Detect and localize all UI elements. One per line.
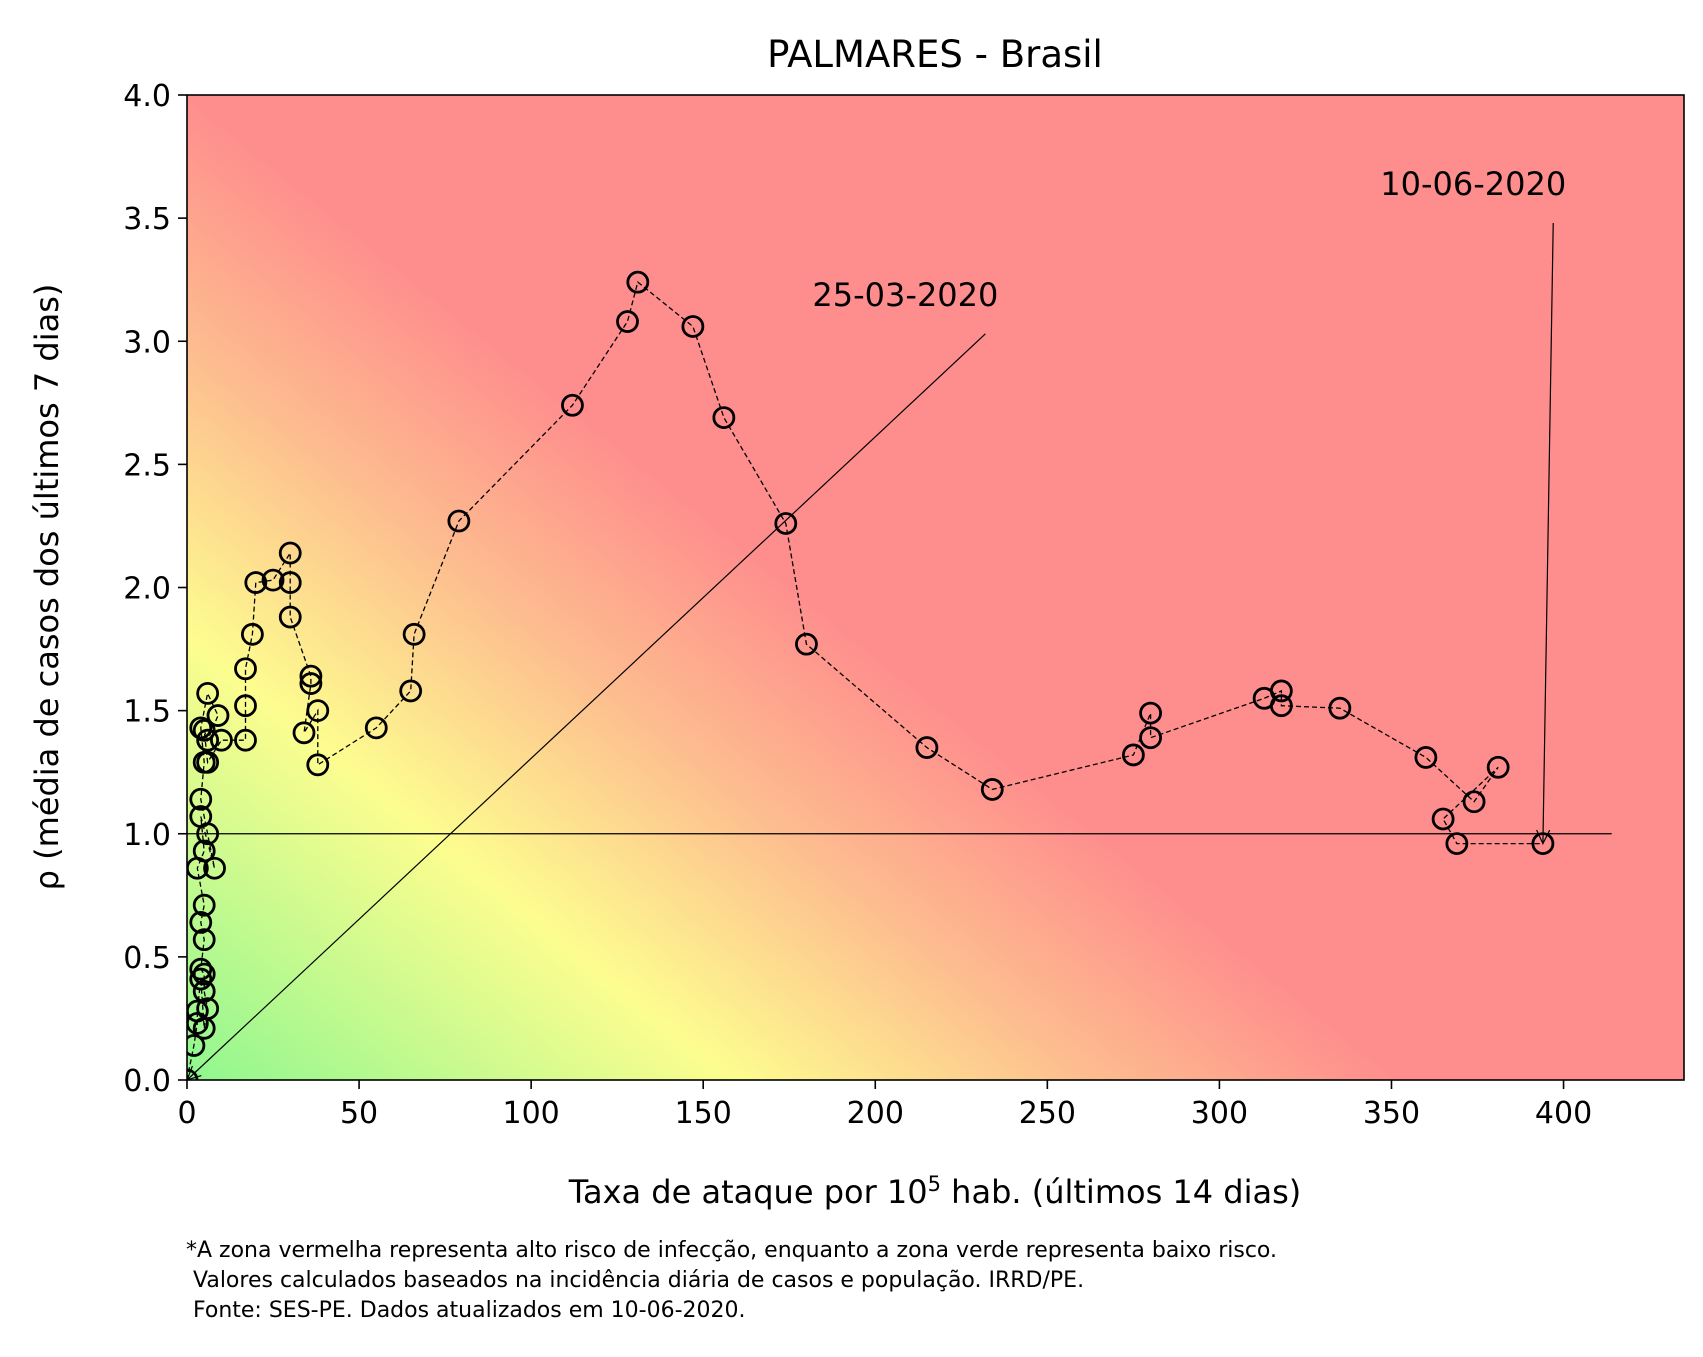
x-axis-label-rest: hab. (últimos 14 dias) (941, 1173, 1301, 1211)
data-point (1445, 832, 1469, 855)
plot-layer (187, 270, 1612, 1080)
y-tick-label: 0.5 (123, 941, 171, 976)
data-point (192, 718, 216, 742)
x-tick-label: 0 (177, 1096, 196, 1131)
annotation-arrow (1542, 223, 1554, 844)
data-point (234, 657, 257, 681)
data-point (681, 315, 705, 338)
y-tick-label: 2.5 (123, 448, 171, 483)
data-point (1121, 743, 1145, 767)
data-point (192, 839, 216, 863)
data-point (189, 716, 213, 740)
y-tick-label: 1.5 (123, 695, 171, 730)
data-point (402, 622, 426, 646)
data-point (196, 997, 220, 1020)
footnote: *A zona vermelha representa alto risco d… (186, 1236, 1277, 1326)
data-point (244, 571, 268, 594)
x-tick-label: 250 (1019, 1096, 1076, 1131)
data-point (299, 664, 323, 688)
data-point (196, 681, 220, 705)
y-tick-label: 3.0 (123, 325, 171, 360)
y-tick-label: 0.0 (123, 1064, 171, 1099)
plot-background (187, 95, 1684, 1080)
x-axis-label-base: Taxa de ataque por 10 (568, 1173, 928, 1211)
x-tick-label: 300 (1191, 1096, 1248, 1131)
y-axis-ticks: 0.0 0.5 1.0 1.5 2.0 2.5 3.0 3.5 4.0 (123, 79, 187, 1099)
annotation-label: 25-03-2020 (812, 276, 998, 314)
annotation-arrow (186, 333, 986, 1081)
footnote-line-3: Fonte: SES-PE. Dados atualizados em 10-0… (186, 1298, 746, 1323)
data-point (1139, 701, 1162, 725)
data-point (616, 310, 639, 333)
data-point (210, 728, 233, 752)
data-point (915, 736, 939, 759)
data-point (1139, 726, 1162, 750)
annotation-label: 10-06-2020 (1380, 165, 1566, 203)
data-point (187, 1034, 206, 1057)
y-tick-label: 2.0 (123, 572, 171, 607)
data-point (1462, 790, 1486, 814)
annotation-layer: 25-03-2020 10-06-2020 (185, 165, 1566, 1081)
data-point (192, 928, 216, 952)
data-point (306, 699, 330, 723)
data-point (1431, 807, 1455, 831)
data-point (240, 622, 264, 646)
data-point (1269, 679, 1293, 703)
data-point (299, 672, 323, 695)
x-axis-label: Taxa de ataque por 105 hab. (últimos 14 … (568, 1172, 1302, 1211)
data-point (196, 822, 220, 846)
x-axis-ticks: 0 50 100 150 200 250 300 350 400 (177, 1080, 1592, 1131)
data-point (189, 911, 213, 934)
data-point (206, 704, 230, 727)
data-point (447, 509, 471, 533)
data-point (189, 967, 213, 991)
data-point (192, 893, 216, 917)
data-point (292, 721, 316, 745)
data-point (192, 979, 216, 1003)
data-point (1328, 696, 1352, 720)
data-point (278, 605, 302, 629)
data-point (1414, 746, 1438, 769)
data-point (234, 728, 257, 752)
series-connector-line (187, 280, 1543, 1080)
data-point (364, 716, 388, 740)
data-point (1269, 694, 1293, 718)
data-point (980, 778, 1004, 801)
x-axis-label-sup: 5 (928, 1172, 941, 1196)
y-tick-label: 1.0 (123, 818, 171, 853)
x-tick-label: 350 (1363, 1096, 1420, 1131)
x-tick-label: 100 (503, 1096, 560, 1131)
annotation-arrowhead (1536, 829, 1551, 845)
data-point (189, 957, 213, 981)
data-point (1486, 755, 1510, 779)
x-tick-label: 400 (1535, 1096, 1592, 1131)
x-tick-label: 50 (340, 1096, 378, 1131)
data-point (399, 679, 423, 703)
chart-title: PALMARES - Brasil (767, 33, 1103, 76)
y-axis-label: ρ (média de casos dos últimos 7 dias) (28, 284, 66, 891)
data-point (192, 962, 216, 986)
data-point (306, 753, 330, 777)
data-point (189, 787, 213, 811)
x-tick-label: 200 (847, 1096, 904, 1131)
data-point (278, 571, 302, 594)
data-point (626, 270, 650, 294)
data-point (795, 632, 818, 656)
data-point (278, 541, 302, 565)
y-tick-label: 4.0 (123, 79, 171, 114)
data-point (561, 393, 584, 417)
data-point (196, 728, 220, 752)
data-point (203, 856, 226, 880)
footnote-line-2: Valores calculados baseados na incidênci… (186, 1268, 1085, 1293)
data-point (712, 406, 736, 429)
footnote-line-1: *A zona vermelha representa alto risco d… (186, 1238, 1277, 1263)
y-tick-label: 3.5 (123, 202, 171, 237)
data-point (261, 568, 285, 592)
x-tick-label: 150 (675, 1096, 732, 1131)
data-point (234, 694, 257, 718)
data-point (196, 750, 220, 774)
data-point (774, 512, 798, 535)
